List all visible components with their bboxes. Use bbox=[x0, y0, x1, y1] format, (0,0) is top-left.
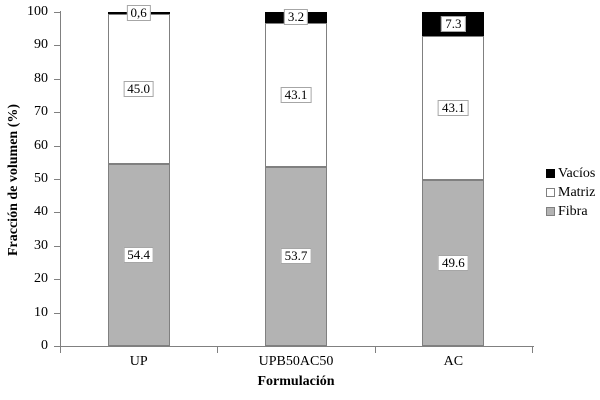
bar-segment-label: 43.1 bbox=[437, 100, 469, 117]
y-tick-mark bbox=[54, 279, 60, 281]
bar-segment-fibra-up bbox=[107, 164, 170, 346]
y-tick-label: 70 bbox=[34, 104, 48, 120]
bar-segment-label: 45.0 bbox=[123, 81, 155, 98]
legend-swatch-icon bbox=[546, 207, 555, 216]
y-tick-mark bbox=[54, 245, 60, 247]
legend-label: Fibra bbox=[558, 203, 588, 219]
y-tick-label: 20 bbox=[34, 271, 48, 287]
legend-swatch-icon bbox=[546, 188, 555, 197]
y-tick-label: 40 bbox=[34, 204, 48, 220]
x-axis-line bbox=[60, 346, 534, 347]
y-tick-label: 80 bbox=[34, 70, 48, 86]
legend: Vacíos Matriz Fibra bbox=[546, 164, 595, 221]
y-tick-mark bbox=[54, 78, 60, 80]
legend-item-vacíos: Vacíos bbox=[546, 164, 595, 183]
bar-segment-label: 49.6 bbox=[437, 255, 469, 272]
x-tick-mark bbox=[217, 347, 219, 353]
legend-label: Vacíos bbox=[558, 165, 596, 181]
x-tick-mark bbox=[374, 347, 376, 353]
y-tick-label: 60 bbox=[34, 137, 48, 153]
bar-segment-label: 53.7 bbox=[280, 248, 312, 265]
y-tick-mark bbox=[54, 45, 60, 47]
y-tick-mark bbox=[54, 112, 60, 114]
y-tick-label: 30 bbox=[34, 237, 48, 253]
y-tick-label: 50 bbox=[34, 171, 48, 186]
y-tick-mark bbox=[54, 145, 60, 147]
y-tick-mark bbox=[54, 12, 60, 13]
x-tick-mark bbox=[532, 347, 533, 353]
x-category-label-up: UP bbox=[129, 354, 148, 369]
y-axis-line bbox=[60, 11, 61, 347]
y-tick-mark bbox=[54, 346, 60, 347]
x-tick-mark bbox=[60, 347, 61, 353]
x-category-label-upb50ac50: UPB50AC50 bbox=[258, 354, 334, 369]
bar-segment-label: 3.2 bbox=[283, 9, 309, 26]
y-tick-mark bbox=[54, 212, 60, 214]
legend-label: Matriz bbox=[558, 184, 596, 200]
x-axis-title: Formulación bbox=[257, 374, 335, 389]
y-tick-mark bbox=[54, 179, 60, 180]
bar-segment-label: 54.4 bbox=[123, 247, 155, 264]
x-category-label-ac: AC bbox=[443, 354, 464, 369]
y-tick-label: 10 bbox=[34, 304, 48, 320]
bar-segment-label: 0,6 bbox=[126, 5, 151, 21]
bar-segment-label: 7.3 bbox=[441, 16, 466, 33]
legend-swatch-icon bbox=[546, 169, 555, 178]
y-tick-label: 90 bbox=[34, 37, 48, 53]
y-tick-mark bbox=[54, 312, 60, 314]
legend-item-matriz: Matriz bbox=[546, 183, 595, 202]
legend-item-fibra: Fibra bbox=[546, 202, 595, 221]
y-tick-label: 0 bbox=[41, 338, 48, 353]
bar-segment-label: 43.1 bbox=[280, 86, 312, 103]
y-tick-label: 100 bbox=[27, 4, 48, 19]
